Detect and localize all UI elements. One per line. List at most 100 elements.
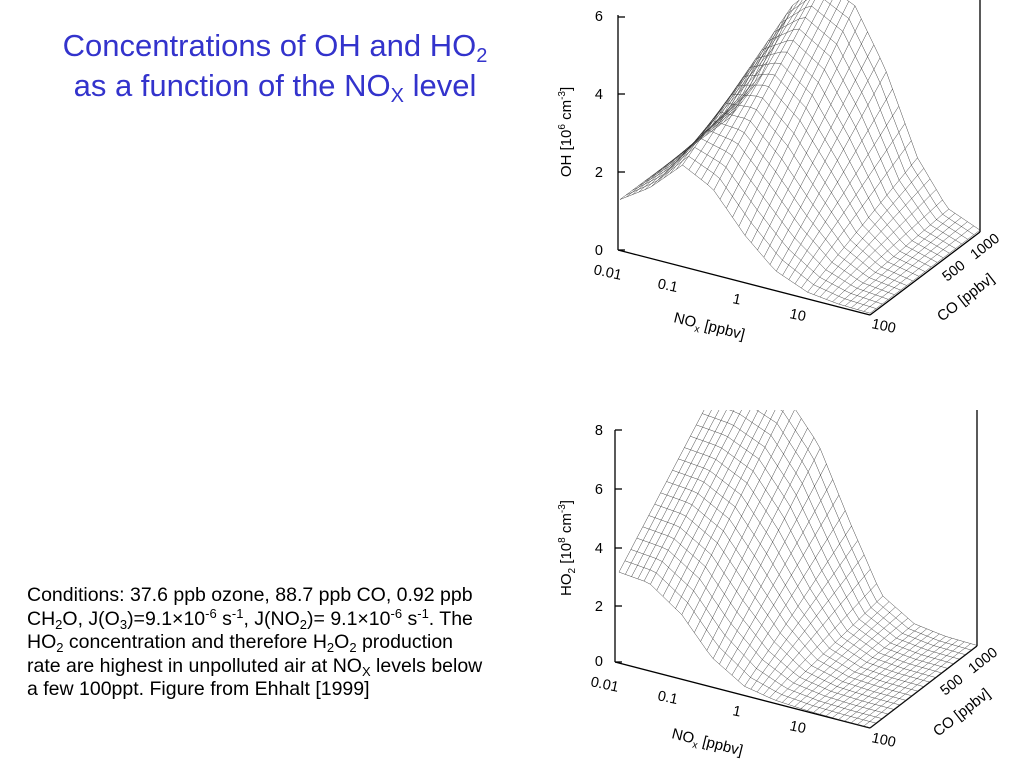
surface-mesh-line <box>694 418 801 632</box>
surface-mesh-line <box>669 410 776 603</box>
surface-mesh-line <box>657 410 764 590</box>
x-tick-label: 0.01 <box>589 674 620 696</box>
surface-mesh-line <box>814 168 924 294</box>
x-tick-label: 0.1 <box>656 688 679 708</box>
z-tick-label: 0 <box>595 243 603 259</box>
surface-mesh-line <box>663 103 913 281</box>
surface-mesh-line <box>764 45 874 257</box>
surface-mesh-line <box>683 5 793 165</box>
surface-mesh-line <box>745 526 852 686</box>
z-tick-label: 6 <box>595 9 603 25</box>
surface-mesh-line <box>783 89 893 275</box>
surface-mesh-line <box>751 19 861 243</box>
surface-mesh-line <box>739 1 849 226</box>
x-tick-label: 100 <box>870 316 897 337</box>
y-tick-label: 500 <box>940 258 969 286</box>
surface-mesh-line <box>724 0 974 235</box>
x-tick-label: 10 <box>788 306 807 325</box>
surface-mesh-line <box>667 482 918 692</box>
x-tick-label: 0.01 <box>592 262 623 284</box>
surface-mesh-line <box>733 0 843 217</box>
surface-mesh-line <box>751 540 858 689</box>
y-tick-label: 500 <box>938 672 967 700</box>
title-line-2: as a function of the NOX level <box>74 68 477 103</box>
surface-mesh-line <box>833 200 943 302</box>
surface-mesh-line <box>801 141 911 288</box>
x-axis-label: NOx [ppbv] <box>671 309 746 346</box>
surface-mesh-line <box>661 493 912 696</box>
surface-mesh-line <box>720 410 971 650</box>
z-tick-label: 2 <box>595 599 603 615</box>
surface-mesh-line <box>807 624 914 711</box>
z-tick-label: 4 <box>595 541 603 557</box>
surface-mesh-line <box>663 410 770 596</box>
surface-mesh-line <box>851 218 961 308</box>
y-axis-label: CO [ppbv] <box>930 685 994 740</box>
surface-mesh-line <box>726 480 833 670</box>
z-axis-label: OH [106 cm-3] <box>557 87 575 177</box>
surface-mesh-line <box>719 464 826 664</box>
surface-mesh-line <box>695 0 805 175</box>
surface-mesh-line <box>638 410 745 579</box>
surface-mesh-line <box>712 18 962 244</box>
x-tick-label: 1 <box>731 291 742 308</box>
surface-mesh-line <box>788 607 895 704</box>
surface-mesh-line <box>718 6 968 239</box>
surface-mesh-line <box>643 527 894 710</box>
surface-mesh-line <box>789 106 899 279</box>
surface-mesh-line <box>632 410 739 577</box>
surface-mesh-line <box>795 613 902 707</box>
surface-mesh-line <box>619 410 726 572</box>
surface-mesh-line <box>770 58 880 265</box>
oh-surface-plot: 0 2 4 6 OH [106 cm-3] 0.01 0.1 1 10 100 … <box>545 0 1024 350</box>
z-tick-label: 6 <box>595 482 603 498</box>
surface-mesh-line <box>684 448 935 678</box>
surface-mesh-line <box>689 1 799 170</box>
surface-mesh-line <box>708 410 959 659</box>
surface-mesh-line <box>738 511 845 681</box>
surface-mesh-line <box>730 0 980 230</box>
z-ticks <box>615 430 622 662</box>
z-tick-label: 0 <box>595 654 603 670</box>
figure-caption: Conditions: 37.6 ppb ozone, 88.7 ppb CO,… <box>27 584 487 702</box>
x-tick-label: 0.1 <box>656 276 679 296</box>
oh-surface-mesh <box>620 0 980 313</box>
z-axis-label: HO2 [108 cm-3] <box>557 500 578 596</box>
z-tick-label: 2 <box>595 165 603 181</box>
surface-mesh-line <box>688 410 795 624</box>
surface-mesh-line <box>757 555 864 692</box>
surface-mesh-line <box>814 626 921 712</box>
z-tick-label: 8 <box>595 423 603 439</box>
surface-mesh-line <box>644 410 751 581</box>
surface-mesh-line <box>839 636 946 719</box>
surface-mesh-line <box>687 63 937 262</box>
surface-mesh-line <box>720 0 830 199</box>
surface-mesh-line <box>669 94 919 276</box>
x-tick-label: 100 <box>870 730 897 751</box>
y-tick-label: 1000 <box>966 645 1001 677</box>
surface-mesh-line <box>690 436 941 673</box>
surface-mesh-line <box>820 179 930 297</box>
surface-mesh-line <box>776 72 886 271</box>
title-line-1: Concentrations of OH and HO2 <box>63 28 488 63</box>
z-tick-label: 4 <box>595 87 603 103</box>
ho2-surface-mesh <box>619 410 977 728</box>
surface-mesh-line <box>649 516 900 705</box>
surface-mesh-line <box>650 410 757 584</box>
surface-mesh-line <box>732 495 839 675</box>
surface-mesh-line <box>681 74 931 267</box>
surface-mesh-line <box>714 410 965 655</box>
surface-mesh-line <box>706 29 956 249</box>
z-ticks <box>618 17 625 250</box>
slide-title: Concentrations of OH and HO2 as a functi… <box>20 26 530 106</box>
surface-mesh-line <box>795 123 905 283</box>
surface-mesh-line <box>714 0 824 190</box>
surface-mesh-line <box>676 410 783 609</box>
x-axis-label: NOx [ppbv] <box>669 725 744 762</box>
x-tick-label: 10 <box>788 718 807 737</box>
surface-mesh-line <box>651 75 761 186</box>
surface-mesh-line <box>845 638 952 721</box>
surface-mesh-line <box>726 0 836 208</box>
x-tick-label: 1 <box>731 703 742 720</box>
ho2-surface-plot: 0 2 4 6 8 HO2 [108 cm-3] 0.01 0.1 1 10 1… <box>545 410 1024 768</box>
